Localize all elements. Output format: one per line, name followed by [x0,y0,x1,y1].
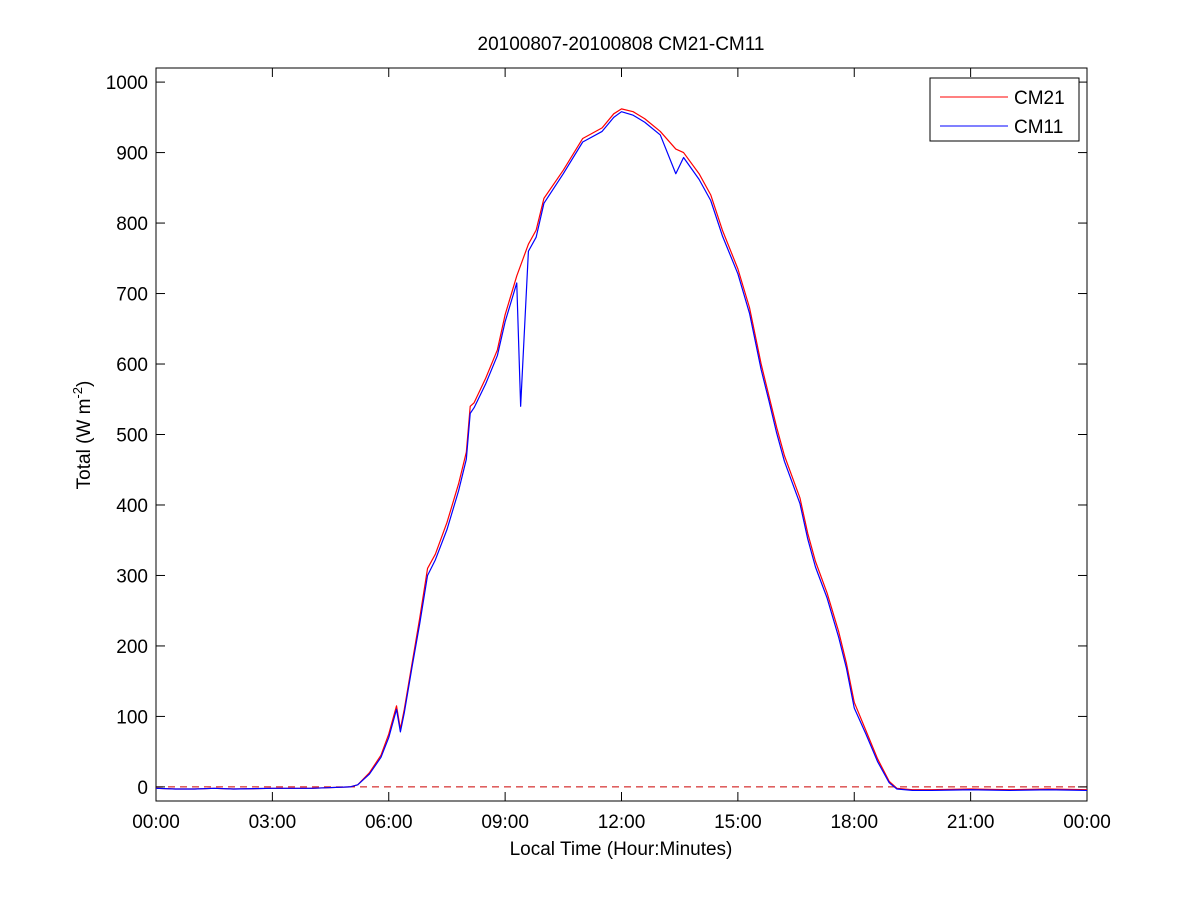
chart-title: 20100807-20100808 CM21-CM11 [478,34,765,55]
series-line-cm11 [155,111,1088,792]
x-tick-label: 18:00 [830,812,878,833]
y-tick-label: 500 [116,426,148,447]
y-tick-label: 800 [116,214,148,235]
x-tick-label: 00:00 [1063,812,1111,833]
x-tick-label: 15:00 [714,812,762,833]
x-tick-label: 12:00 [598,812,646,833]
axes-box [155,67,1088,802]
y-tick-label: 700 [116,285,148,306]
y-tick-label: 900 [116,144,148,165]
legend-label-cm11: CM11 [1014,117,1063,138]
legend-label-cm21: CM21 [1014,88,1065,109]
x-axis-label: Local Time (Hour:Minutes) [510,839,733,860]
x-tick-label: 03:00 [249,812,297,833]
x-axis-ticks: 00:00 03:00 06:00 09:00 12:00 15:00 18:00 21:00… [132,68,1111,833]
y-tick-label: 200 [116,637,148,658]
legend: CM21 CM11 [929,77,1080,142]
y-tick-label: 300 [116,566,148,587]
y-axis-label-main: Total (W m [74,399,95,490]
x-tick-label: 00:00 [132,812,180,833]
y-axis-ticks: 0 100 200 300 400 500 600 700 800 900 1000 [106,73,1087,799]
y-tick-label: 400 [116,496,148,517]
y-axis-label-superscript: -2 [70,387,85,399]
y-tick-label: 100 [116,707,148,728]
x-tick-label: 06:00 [365,812,413,833]
plot-area [155,67,1088,802]
y-tick-label: 0 [137,778,148,799]
y-tick-label: 1000 [106,73,148,94]
y-axis-label: Total (W m-2) [70,381,95,490]
legend-box [929,77,1080,142]
x-tick-label: 09:00 [481,812,529,833]
series-line-cm21 [155,108,1088,791]
series-layer [155,108,1088,792]
y-tick-label: 600 [116,355,148,376]
x-tick-label: 21:00 [947,812,995,833]
y-axis-label-close: ) [74,381,95,387]
